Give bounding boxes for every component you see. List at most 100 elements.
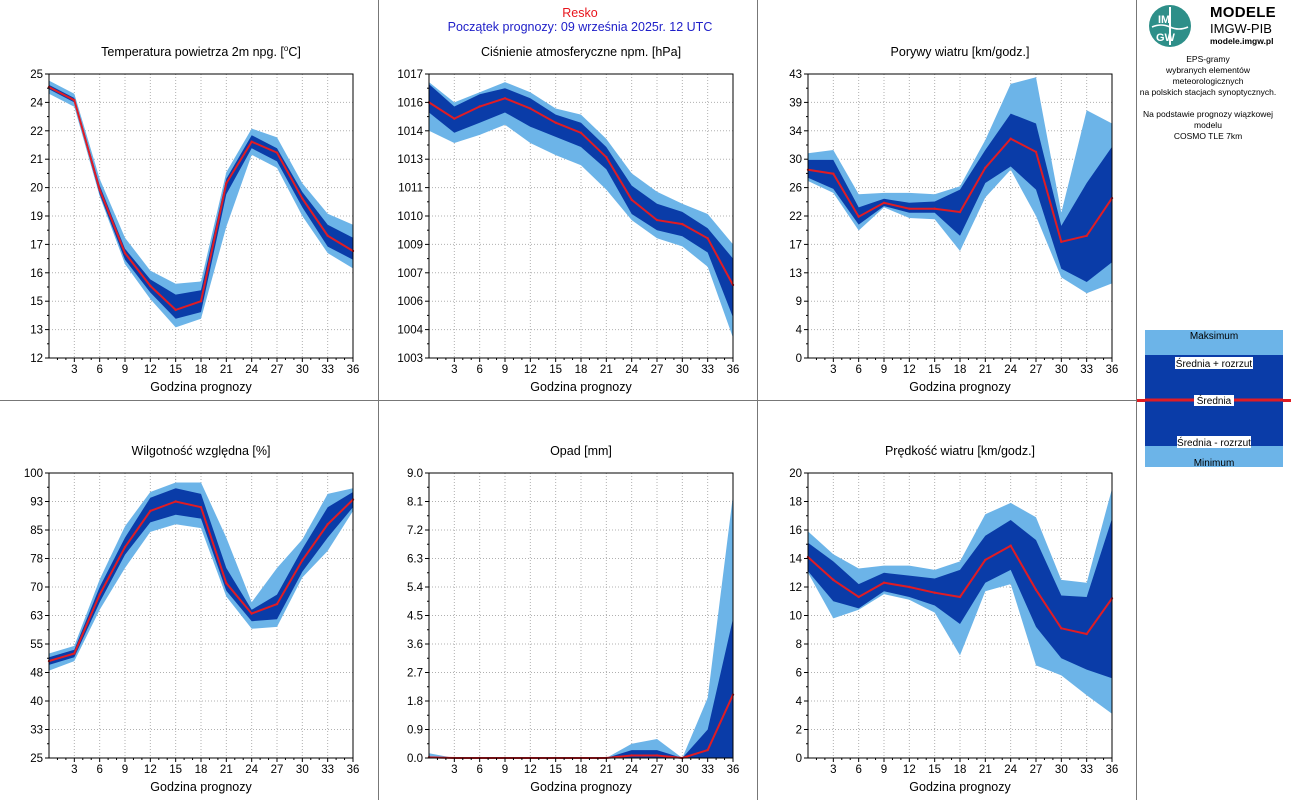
- min-max-band: [49, 80, 353, 328]
- mean-point: [503, 97, 507, 100]
- chart-title: Wilgotność względna [%]: [132, 444, 271, 458]
- mean-point: [857, 595, 860, 599]
- y-tick-label: 55: [30, 639, 43, 651]
- x-tick-label: 36: [1106, 764, 1119, 776]
- logo-title: MODELE: [1210, 4, 1276, 21]
- mean-point: [984, 166, 987, 169]
- legend-mean-label: Średnia: [1197, 394, 1232, 407]
- x-tick-label: 18: [954, 364, 967, 376]
- y-tick-label: 43: [789, 69, 802, 81]
- mean-point: [958, 595, 962, 599]
- y-tick-label: 85: [30, 525, 43, 537]
- y-tick-label: 1014: [397, 126, 423, 138]
- x-tick-label: 21: [600, 364, 613, 376]
- x-tick-label: 12: [903, 364, 916, 376]
- x-axis-label: Godzina prognozy: [150, 380, 252, 394]
- y-tick-label: 34: [789, 126, 802, 138]
- mean-point: [1085, 632, 1088, 636]
- info-line: COSMO TLE 7km: [1173, 131, 1243, 141]
- x-tick-label: 9: [881, 364, 887, 376]
- y-tick-label: 18: [789, 497, 802, 509]
- mean-point: [908, 585, 911, 589]
- x-tick-label: 6: [96, 764, 102, 776]
- y-tick-label: 17: [30, 239, 43, 251]
- x-tick-label: 6: [476, 364, 482, 376]
- x-tick-label: 24: [1004, 364, 1017, 376]
- imgw-logo: IM GW MODELE IMGW-PIB modele.imgw.pl: [1146, 2, 1286, 48]
- y-tick-label: 63: [30, 611, 43, 623]
- y-tick-label: 12: [789, 582, 802, 594]
- mean-point: [478, 105, 481, 108]
- x-tick-label: 33: [1080, 764, 1093, 776]
- y-tick-label: 1011: [398, 183, 423, 195]
- y-tick-label: 19: [30, 211, 43, 223]
- info-line: EPS-gramy: [1186, 54, 1230, 64]
- y-tick-label: 70: [30, 582, 43, 594]
- y-tick-label: 33: [30, 725, 43, 737]
- min-max-band: [429, 495, 733, 758]
- y-tick-label: 1003: [397, 353, 423, 365]
- title-unit-superscript: o: [284, 44, 289, 53]
- x-axis-label: Godzina prognozy: [530, 780, 632, 794]
- logo-subtitle: IMGW-PIB: [1210, 21, 1272, 36]
- mean-point: [199, 300, 203, 303]
- mean-point: [933, 591, 936, 594]
- mean-point: [1009, 544, 1012, 547]
- y-tick-label: 20: [789, 468, 802, 480]
- legend-mean-plus-label: Średnia + rozrzut: [1176, 357, 1253, 370]
- x-tick-label: 18: [195, 764, 208, 776]
- mean-point: [453, 117, 456, 120]
- x-tick-label: 6: [855, 764, 861, 776]
- x-tick-label: 9: [502, 364, 508, 376]
- forecast-start-label: Początek prognozy: 09 września 2025r. 12…: [447, 20, 713, 34]
- band-legend: Maksimum Średnia + rozrzut Średnia Średn…: [1145, 330, 1283, 467]
- mean-point: [554, 121, 557, 124]
- y-tick-label: 1013: [397, 154, 423, 166]
- x-tick-label: 36: [727, 364, 740, 376]
- x-tick-label: 3: [71, 764, 77, 776]
- y-tick-label: 22: [789, 211, 802, 223]
- x-tick-label: 15: [169, 764, 182, 776]
- x-tick-label: 15: [928, 764, 941, 776]
- y-tick-label: 39: [789, 97, 802, 109]
- x-tick-label: 36: [347, 764, 360, 776]
- logo-url: modele.imgw.pl: [1210, 36, 1274, 46]
- x-tick-label: 33: [321, 764, 334, 776]
- x-tick-label: 24: [625, 364, 638, 376]
- y-tick-label: 1016: [397, 97, 423, 109]
- mean-point: [630, 198, 633, 201]
- mean-point: [1034, 150, 1038, 154]
- mean-point: [326, 523, 329, 526]
- info-line: Na podstawie prognozy wiązkowej modelu: [1143, 109, 1273, 130]
- legend-min-label: Minimum: [1194, 458, 1235, 467]
- y-tick-label: 1006: [397, 296, 423, 308]
- y-tick-label: 40: [30, 696, 43, 708]
- mean-point: [933, 207, 936, 210]
- y-tick-label: 16: [789, 525, 802, 537]
- logo-mark-top: IM: [1158, 14, 1170, 26]
- mean-point: [225, 582, 228, 585]
- x-axis-label: Godzina prognozy: [909, 380, 1011, 394]
- station-name: Resko: [562, 6, 598, 20]
- mean-point: [1009, 137, 1012, 140]
- x-tick-label: 3: [71, 364, 77, 376]
- x-tick-label: 3: [451, 364, 457, 376]
- y-tick-label: 5.4: [407, 582, 424, 594]
- legend-mean-line-ext-right: [1283, 399, 1291, 402]
- y-tick-label: 12: [30, 353, 43, 365]
- y-tick-label: 4: [796, 696, 803, 708]
- x-tick-label: 27: [1030, 764, 1043, 776]
- info-line: [1130, 98, 1286, 109]
- logo-mark-bottom: GW: [1156, 32, 1176, 44]
- x-tick-label: 30: [296, 764, 309, 776]
- chart-title: Temperatura powietrza 2m npg. [oC]: [101, 44, 301, 59]
- chart-title: Opad [mm]: [550, 444, 612, 458]
- x-tick-label: 21: [220, 364, 233, 376]
- y-tick-label: 9: [796, 296, 802, 308]
- x-tick-label: 15: [928, 364, 941, 376]
- x-axis-label: Godzina prognozy: [909, 780, 1011, 794]
